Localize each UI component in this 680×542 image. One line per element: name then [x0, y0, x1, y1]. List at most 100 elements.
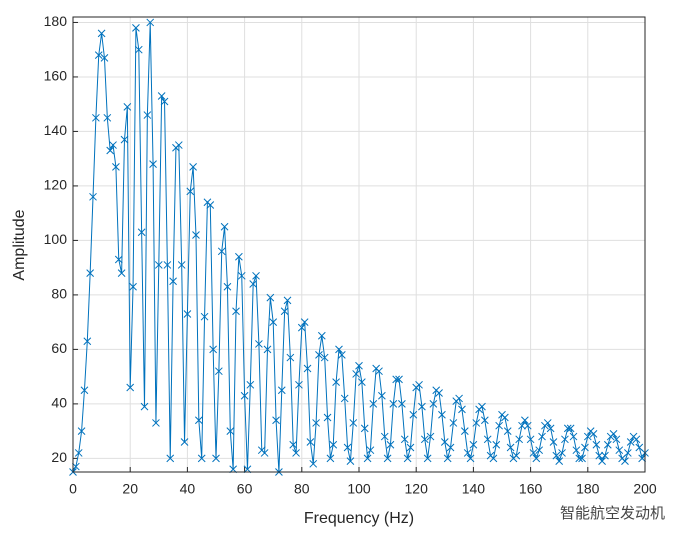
marker [415, 380, 423, 389]
marker [532, 454, 541, 463]
marker [378, 391, 386, 400]
marker [521, 416, 529, 425]
marker [563, 424, 572, 433]
marker [358, 378, 366, 386]
marker [246, 380, 255, 389]
marker [435, 389, 443, 397]
y-tick-label: 160 [44, 68, 68, 84]
marker [143, 111, 152, 119]
marker [315, 350, 323, 359]
y-tick-label: 100 [44, 231, 68, 247]
marker [581, 443, 589, 452]
marker [297, 323, 306, 332]
marker [383, 454, 392, 463]
marker [220, 222, 229, 231]
marker [558, 449, 566, 457]
marker [326, 454, 335, 463]
marker [89, 192, 97, 201]
x-tick-label: 180 [576, 481, 600, 497]
marker [343, 443, 352, 452]
marker [480, 416, 489, 425]
marker [506, 443, 515, 452]
marker [192, 231, 200, 239]
marker [217, 247, 226, 256]
marker [240, 391, 249, 400]
marker [306, 438, 315, 446]
marker [103, 113, 112, 122]
marker [266, 293, 275, 302]
x-tick-label: 0 [69, 481, 77, 497]
marker [392, 375, 401, 384]
marker [626, 438, 635, 446]
marker [418, 402, 426, 411]
marker [380, 432, 389, 441]
marker [180, 438, 189, 446]
x-tick-label: 200 [633, 481, 657, 497]
marker [366, 446, 375, 455]
x-tick-label: 80 [294, 481, 310, 497]
marker [621, 457, 629, 465]
marker [312, 419, 320, 427]
y-axis-label: Amplitude [11, 209, 28, 280]
x-tick-label: 40 [180, 481, 196, 497]
marker [303, 364, 312, 373]
marker [132, 24, 140, 32]
marker [529, 449, 538, 457]
marker [426, 432, 435, 441]
marker [489, 454, 498, 463]
marker [289, 440, 298, 449]
marker [300, 318, 309, 327]
x-tick-label: 20 [122, 481, 138, 497]
marker [369, 400, 378, 408]
marker [226, 427, 235, 435]
marker [252, 271, 260, 280]
marker [332, 378, 340, 386]
marker [363, 454, 372, 463]
marker [389, 400, 398, 408]
marker [272, 416, 280, 425]
y-tick-label: 60 [51, 340, 67, 356]
marker [169, 277, 177, 286]
marker [589, 430, 598, 438]
marker [400, 435, 409, 444]
marker [137, 228, 146, 237]
marker [458, 405, 466, 414]
marker [140, 402, 149, 411]
marker [249, 280, 258, 288]
marker [286, 353, 295, 362]
marker [569, 432, 578, 441]
marker [194, 416, 203, 425]
marker [472, 419, 481, 427]
marker [492, 440, 501, 449]
marker [423, 454, 432, 463]
x-tick-label: 60 [237, 481, 253, 497]
marker [152, 419, 160, 427]
marker [86, 269, 95, 277]
y-tick-label: 40 [51, 395, 67, 411]
marker [320, 353, 329, 362]
marker [552, 451, 561, 460]
marker [355, 361, 363, 370]
watermark: 智能航空发动机 [560, 504, 665, 522]
marker [323, 413, 332, 422]
marker [403, 454, 412, 463]
x-tick-label: 100 [347, 481, 371, 497]
marker [612, 435, 621, 444]
marker [446, 443, 455, 452]
marker [538, 432, 546, 441]
marker [235, 252, 243, 261]
marker [398, 400, 406, 408]
marker [466, 454, 475, 463]
marker [72, 462, 80, 471]
marker [337, 350, 346, 359]
y-tick-label: 120 [44, 177, 68, 193]
marker [598, 457, 606, 465]
marker [317, 331, 326, 340]
marker [460, 427, 469, 435]
marker [177, 261, 186, 269]
marker [495, 421, 503, 430]
marker [346, 457, 355, 465]
marker [638, 454, 646, 463]
